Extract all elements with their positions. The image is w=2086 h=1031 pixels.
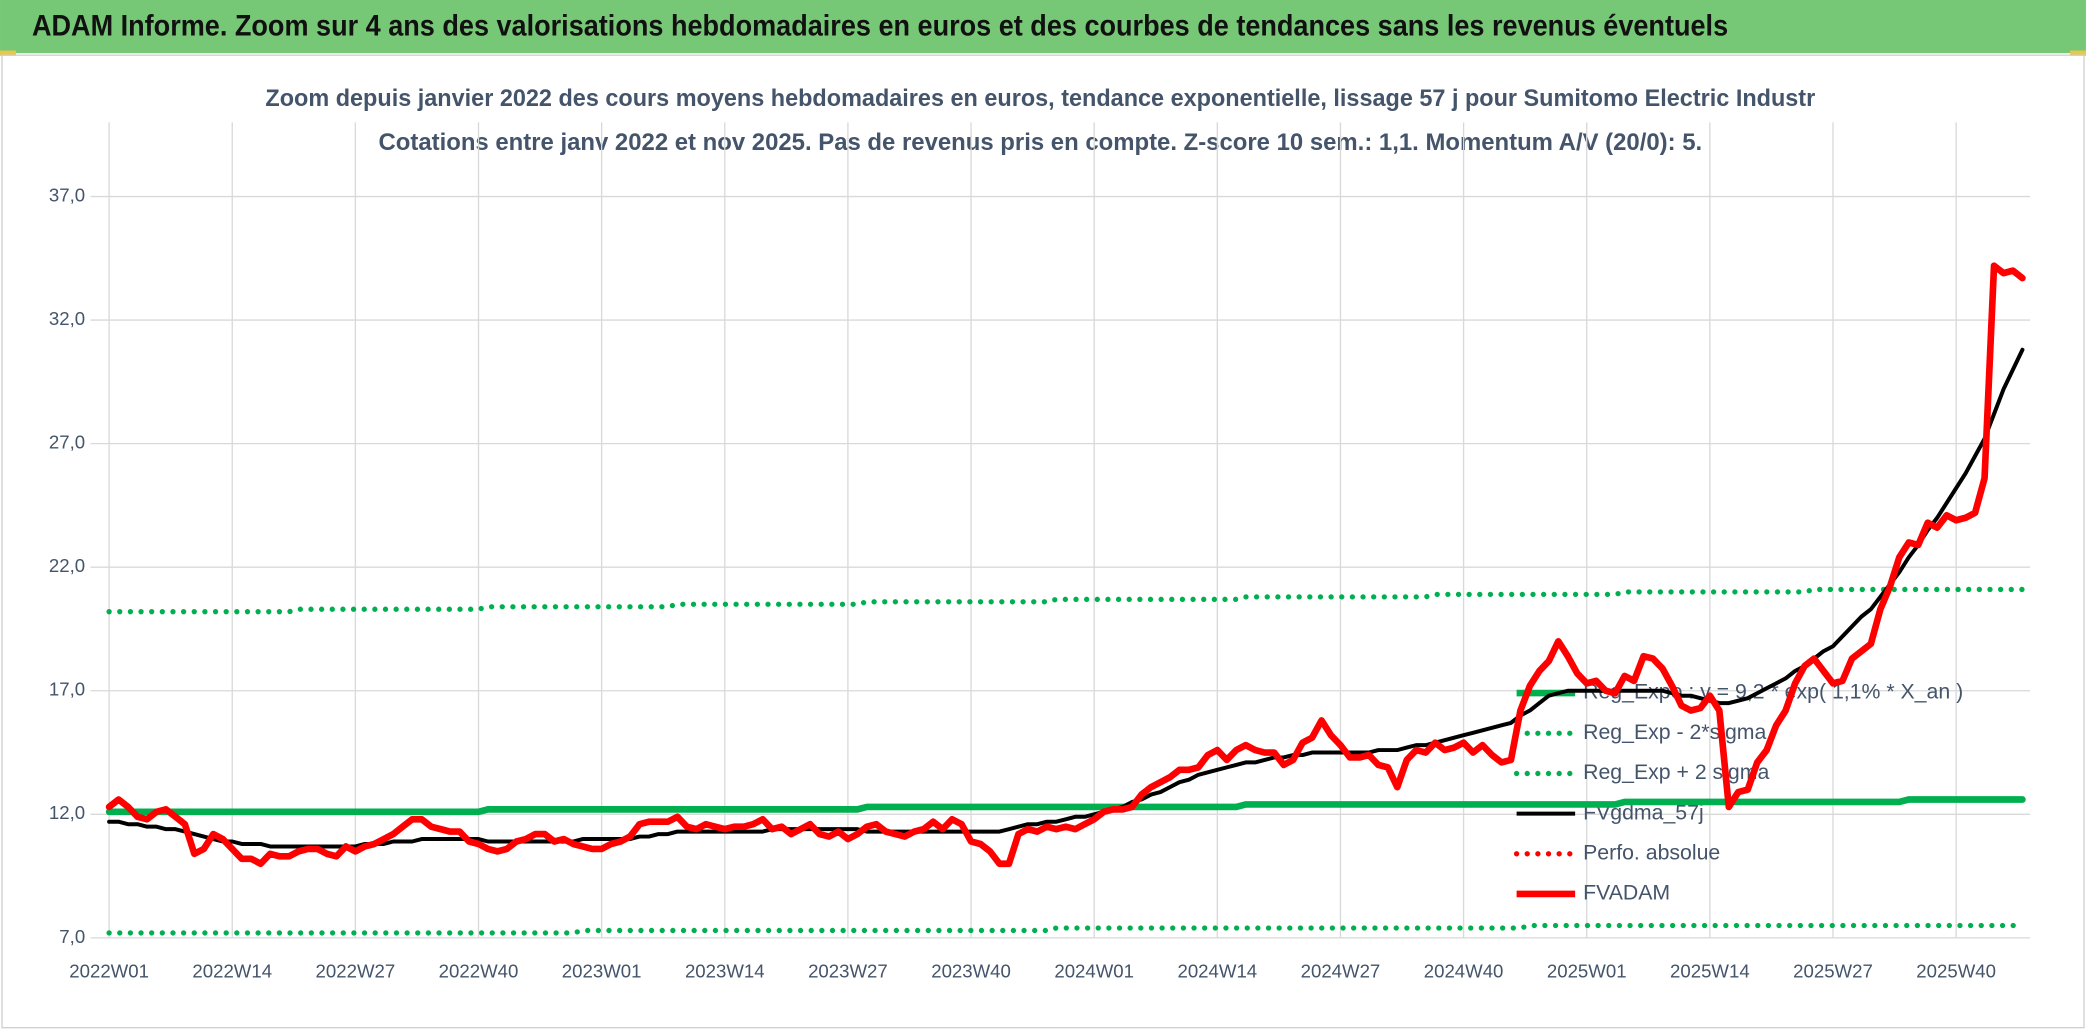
y-tick-label: 7,0 — [59, 926, 85, 947]
x-tick-label: 2022W27 — [316, 960, 396, 981]
header-accent — [0, 50, 16, 56]
legend-label: FVADAM — [1583, 881, 1670, 905]
x-tick-label: 2022W40 — [439, 960, 519, 981]
series-line — [106, 922, 2026, 936]
x-tick-label: 2024W27 — [1301, 960, 1381, 981]
series-line — [105, 262, 2026, 868]
y-tick-label: 17,0 — [49, 679, 85, 700]
legend-label: Reg_Exp + 2 sigma — [1583, 760, 1769, 784]
x-tick-label: 2023W27 — [808, 960, 888, 981]
x-tick-label: 2022W01 — [69, 960, 149, 981]
chart-title: Zoom depuis janvier 2022 des cours moyen… — [265, 85, 1815, 112]
chart-subtitle: Cotations entre janv 2022 et nov 2025. P… — [379, 129, 1703, 156]
x-tick-label: 2024W01 — [1054, 960, 1134, 981]
x-tick-label: 2023W01 — [562, 960, 642, 981]
x-tick-label: 2025W14 — [1670, 960, 1750, 981]
legend-label: Reg_Exp - 2*sigma — [1583, 720, 1766, 744]
legend-label: Perfo. absolue — [1583, 840, 1720, 864]
y-tick-label: 12,0 — [49, 802, 85, 823]
header-bar — [0, 0, 2086, 54]
series-line — [106, 586, 2026, 615]
y-tick-label: 27,0 — [49, 432, 85, 453]
page-title: ADAM Informe. Zoom sur 4 ans des valoris… — [32, 11, 1728, 43]
header-accent — [2070, 50, 2086, 56]
series-line — [105, 796, 2026, 816]
y-tick-label: 22,0 — [49, 555, 85, 576]
x-tick-label: 2025W40 — [1916, 960, 1996, 981]
chart-border — [1, 54, 2085, 1029]
x-tick-label: 2023W14 — [685, 960, 765, 981]
x-tick-label: 2025W27 — [1793, 960, 1873, 981]
x-tick-label: 2022W14 — [192, 960, 272, 981]
x-tick-label: 2024W40 — [1424, 960, 1504, 981]
x-tick-label: 2025W01 — [1547, 960, 1627, 981]
y-tick-label: 32,0 — [49, 308, 85, 329]
y-tick-label: 37,0 — [49, 184, 85, 205]
x-tick-label: 2024W14 — [1177, 960, 1257, 981]
x-tick-label: 2023W40 — [931, 960, 1011, 981]
